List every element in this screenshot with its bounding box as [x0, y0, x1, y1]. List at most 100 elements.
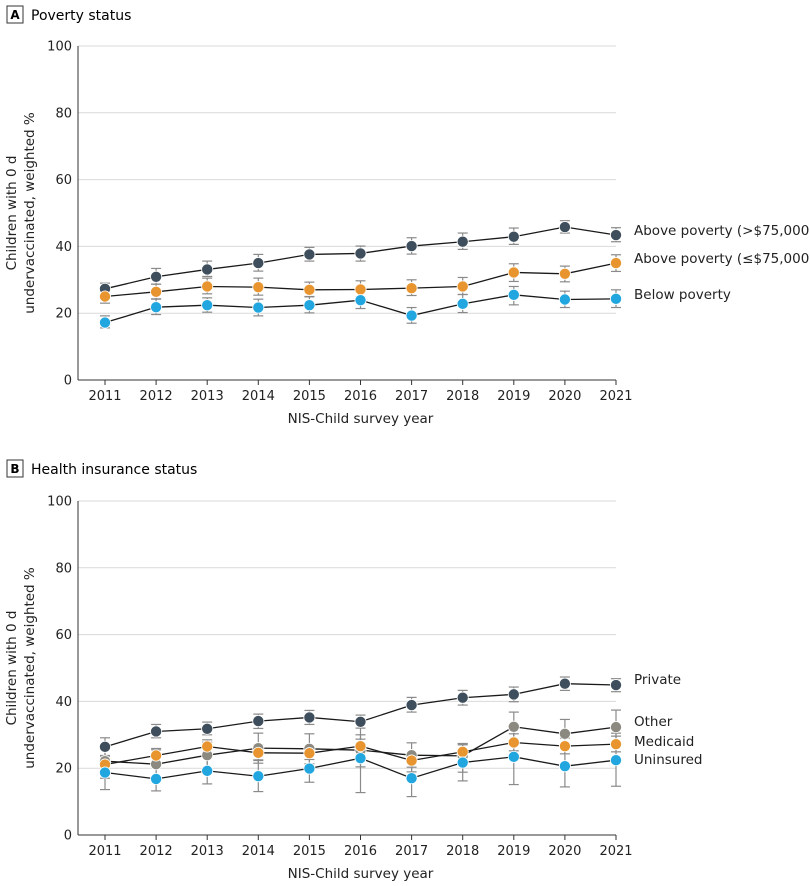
data-point [303, 299, 316, 312]
data-point [303, 248, 316, 261]
data-point [405, 240, 418, 253]
panel-a-header: A Poverty status [6, 5, 131, 24]
y-axis-title-line: undervaccinated, weighted % [22, 112, 38, 314]
data-point [303, 711, 316, 724]
data-point [252, 770, 265, 783]
data-point [201, 722, 214, 735]
data-point [99, 740, 112, 753]
x-tick-label: 2020 [548, 844, 581, 859]
data-point [456, 235, 469, 248]
data-point [558, 740, 571, 753]
series-points [99, 736, 623, 771]
y-tick-label: 60 [55, 628, 72, 643]
y-axis-title-line: Children with 0 d [4, 156, 20, 271]
panel-b-letter-box [6, 459, 24, 478]
x-tick-label: 2011 [88, 389, 121, 404]
series-label: Above poverty (≤$75,000) [634, 251, 810, 267]
data-point [405, 309, 418, 322]
data-point [150, 749, 163, 762]
x-tick-label: 2011 [88, 844, 121, 859]
y-axis-title-line: Children with 0 d [4, 611, 20, 726]
data-point [201, 299, 214, 312]
data-point [252, 281, 265, 294]
data-point [610, 679, 623, 692]
data-point [507, 688, 520, 701]
data-point [610, 738, 623, 751]
data-point [507, 266, 520, 279]
y-tick-label: 0 [64, 829, 72, 844]
series-points [99, 750, 623, 785]
data-point [456, 297, 469, 310]
x-tick-label: 2013 [191, 389, 224, 404]
series-label: Private [634, 672, 681, 688]
data-point [405, 699, 418, 712]
series-label: Above poverty (>$75,000) [634, 223, 810, 239]
series-points [99, 221, 623, 295]
data-point [456, 280, 469, 293]
data-point [150, 285, 163, 298]
y-tick-label: 60 [55, 173, 72, 188]
data-point [99, 766, 112, 779]
panel-a-letter-box [6, 5, 24, 24]
data-point [354, 283, 367, 296]
y-tick-label: 20 [55, 307, 72, 322]
data-point [354, 715, 367, 728]
data-point [201, 764, 214, 777]
data-point [507, 750, 520, 763]
x-axis-title: NIS-Child survey year [288, 866, 434, 882]
data-point [610, 721, 623, 734]
data-point [354, 247, 367, 260]
series-label: Medicaid [634, 734, 694, 750]
data-point [456, 756, 469, 769]
data-point [150, 301, 163, 314]
data-point [558, 267, 571, 280]
data-point [610, 229, 623, 242]
x-tick-label: 2013 [191, 844, 224, 859]
x-tick-label: 2021 [599, 389, 632, 404]
series-points [99, 257, 623, 303]
data-point [99, 316, 112, 329]
x-tick-label: 2017 [395, 389, 428, 404]
data-point [507, 230, 520, 243]
data-point [252, 301, 265, 314]
data-point [456, 745, 469, 758]
y-axis-title-line: undervaccinated, weighted % [22, 567, 38, 769]
data-point [150, 270, 163, 283]
series-label: Below poverty [634, 287, 731, 303]
panel-b-header: B Health insurance status [6, 459, 197, 478]
data-point [405, 754, 418, 767]
data-point [558, 727, 571, 740]
x-tick-label: 2021 [599, 844, 632, 859]
data-point [558, 221, 571, 234]
data-point [405, 282, 418, 295]
series-label: Other [634, 714, 673, 730]
x-tick-label: 2014 [242, 844, 275, 859]
x-tick-label: 2017 [395, 844, 428, 859]
x-tick-label: 2016 [344, 389, 377, 404]
data-point [456, 691, 469, 704]
data-point [252, 257, 265, 270]
series-points [99, 288, 623, 329]
data-point [354, 752, 367, 765]
x-tick-label: 2020 [548, 389, 581, 404]
data-point [150, 725, 163, 738]
data-point [252, 746, 265, 759]
data-point [150, 772, 163, 785]
data-point [99, 290, 112, 303]
data-point [303, 747, 316, 760]
data-point [507, 288, 520, 301]
data-point [610, 754, 623, 767]
data-point [558, 760, 571, 773]
x-tick-label: 2012 [140, 844, 173, 859]
data-point [252, 715, 265, 728]
x-tick-label: 2019 [497, 389, 530, 404]
panel-b-title: Health insurance status [31, 462, 197, 478]
y-tick-label: 80 [55, 561, 72, 576]
x-tick-label: 2014 [242, 389, 275, 404]
data-point [610, 257, 623, 270]
x-axis-title: NIS-Child survey year [288, 411, 434, 427]
panel-b-plot: 0 20 40 60 80 100 2011 2012 2013 2014 2015 2016 2017… [4, 495, 702, 883]
x-tick-label: 2012 [140, 389, 173, 404]
data-point [354, 294, 367, 307]
